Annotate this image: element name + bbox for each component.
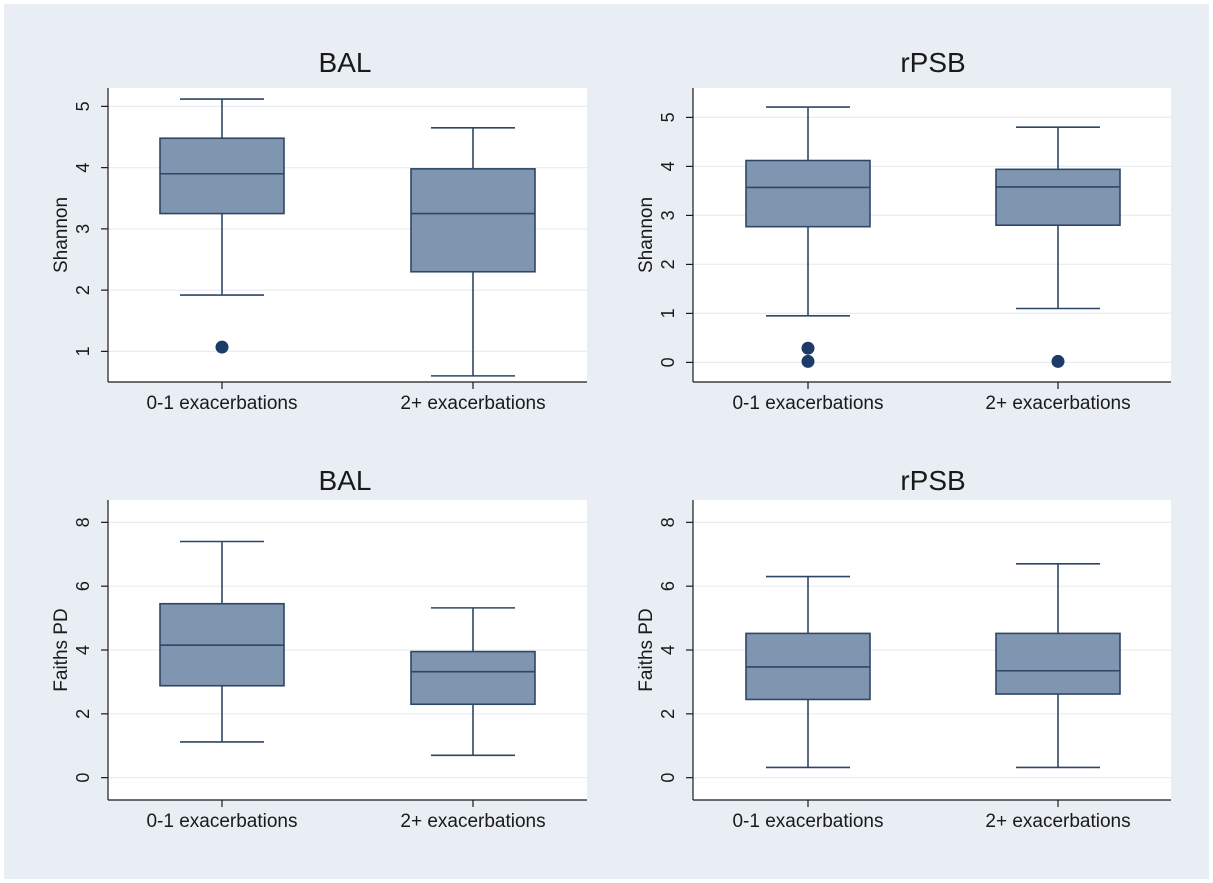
y-tick-label: 0 xyxy=(73,773,93,783)
y-tick-label: 0 xyxy=(658,773,678,783)
panel-title: rPSB xyxy=(900,465,965,496)
y-tick-label: 5 xyxy=(73,101,93,111)
y-tick-label: 3 xyxy=(658,210,678,220)
y-tick-label: 8 xyxy=(658,517,678,527)
y-tick-label: 3 xyxy=(73,224,93,234)
x-tick-label: 0-1 exacerbations xyxy=(146,393,297,414)
box-2 xyxy=(995,563,1121,769)
iqr-box xyxy=(745,159,871,228)
y-tick-label: 4 xyxy=(658,161,678,171)
y-axis-label: Faiths PD xyxy=(51,608,72,691)
y-tick-label: 1 xyxy=(658,308,678,318)
y-axis-label: Shannon xyxy=(51,197,72,273)
iqr-box xyxy=(159,137,285,215)
chart-panel-4: rPSB 0 2 4 6 8 Faiths PD 0-1 exacerbations 2+ ex… xyxy=(636,465,1171,832)
x-tick-label: 0-1 exacerbations xyxy=(732,393,883,414)
chart-panel-2: rPSB 0 1 2 3 4 5 Shannon 0-1 exacerbations 2+ exa… xyxy=(636,47,1171,414)
x-tick-label: 2+ exacerbations xyxy=(400,811,545,832)
x-tick-label: 0-1 exacerbations xyxy=(732,811,883,832)
panel-title: rPSB xyxy=(900,47,965,78)
y-tick-label: 5 xyxy=(658,112,678,122)
y-tick-label: 6 xyxy=(658,581,678,591)
y-tick-label: 4 xyxy=(73,163,93,173)
y-tick-label: 1 xyxy=(73,346,93,356)
panel-title: BAL xyxy=(319,47,372,78)
box-2 xyxy=(995,126,1121,368)
box-1 xyxy=(159,540,285,743)
y-axis-label: Faiths PD xyxy=(636,608,657,691)
x-tick-label: 0-1 exacerbations xyxy=(146,811,297,832)
chart-panel-3: BAL 0 2 4 6 8 Faiths PD 0-1 exacerbations 2+ exa… xyxy=(51,465,587,832)
plot-area xyxy=(693,88,1171,382)
y-axis-label: Shannon xyxy=(636,197,657,273)
x-tick-label: 2+ exacerbations xyxy=(985,811,1130,832)
outlier-point xyxy=(215,340,229,354)
y-tick-label: 0 xyxy=(658,357,678,367)
iqr-box xyxy=(995,632,1121,695)
y-tick-label: 4 xyxy=(73,645,93,655)
box-2 xyxy=(410,127,536,377)
box-1 xyxy=(745,575,871,769)
chart-panel-1: BAL 1 2 3 4 5 Shannon 0-1 exacerbations 2+ exace… xyxy=(51,47,587,414)
box-2 xyxy=(410,607,536,757)
x-tick-label: 2+ exacerbations xyxy=(400,393,545,414)
y-tick-label: 6 xyxy=(73,581,93,591)
y-tick-label: 4 xyxy=(658,645,678,655)
panel-title: BAL xyxy=(319,465,372,496)
box-1 xyxy=(745,106,871,368)
outlier-point xyxy=(801,341,815,355)
y-tick-label: 2 xyxy=(73,285,93,295)
y-tick-label: 8 xyxy=(73,517,93,527)
iqr-box xyxy=(410,168,536,273)
y-tick-label: 2 xyxy=(73,709,93,719)
iqr-box xyxy=(410,650,536,706)
y-tick-label: 2 xyxy=(658,259,678,269)
iqr-box xyxy=(995,168,1121,226)
x-tick-label: 2+ exacerbations xyxy=(985,393,1130,414)
outlier-point xyxy=(801,354,815,368)
outlier-point xyxy=(1051,354,1065,368)
box-1 xyxy=(159,98,285,354)
y-tick-label: 2 xyxy=(658,709,678,719)
